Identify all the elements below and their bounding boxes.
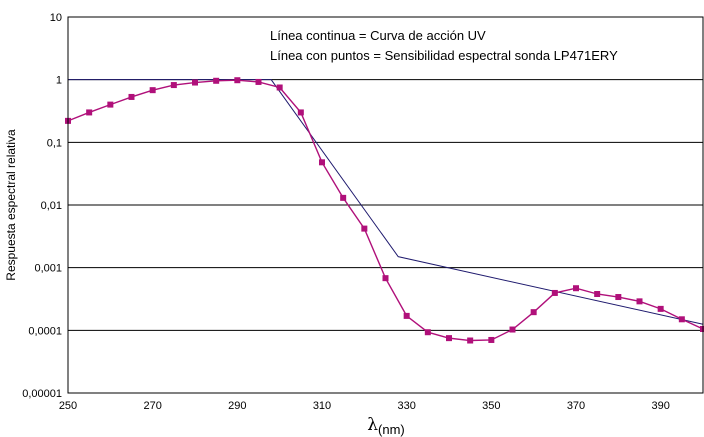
x-tick-label: 390 xyxy=(651,400,669,412)
x-tick-label: 270 xyxy=(143,400,161,412)
data-point xyxy=(107,101,114,108)
data-point xyxy=(149,87,156,94)
data-point xyxy=(446,335,452,342)
y-tick-label: 0,0001 xyxy=(28,325,62,337)
x-tick-label: 250 xyxy=(59,400,77,412)
data-point xyxy=(192,79,198,86)
x-tick-label: 290 xyxy=(228,400,246,412)
y-axis-label: Respuesta espectral relativa xyxy=(4,129,18,281)
x-tick-labels: 250 270 290 310 330 350 370 390 xyxy=(59,400,670,412)
data-point xyxy=(509,326,516,333)
y-tick-labels: 10 1 0,1 0,01 0,001 0,0001 0,00001 xyxy=(22,12,62,400)
x-axis-label-symbol: λ xyxy=(367,415,378,435)
y-tick-label: 10 xyxy=(50,12,62,24)
data-point xyxy=(424,329,431,336)
y-tick-label: 0,00001 xyxy=(22,388,62,400)
series-uv-action-curve xyxy=(68,79,704,325)
y-tick-label: 1 xyxy=(56,75,62,87)
x-tick-label: 370 xyxy=(567,400,585,412)
data-point xyxy=(213,77,220,84)
y-tick-label: 0,001 xyxy=(34,263,62,275)
data-point xyxy=(594,291,601,298)
annotation-probe-sensitivity: Línea con puntos = Sensibilidad espectra… xyxy=(270,48,618,63)
data-point xyxy=(403,312,410,319)
data-point xyxy=(340,194,347,201)
series-layer xyxy=(65,77,704,344)
data-point xyxy=(573,285,579,292)
data-point xyxy=(615,294,622,301)
data-point xyxy=(86,109,93,116)
x-axis-label-unit: (nm) xyxy=(378,422,405,437)
data-point xyxy=(551,289,558,296)
data-point xyxy=(255,78,262,85)
data-point xyxy=(128,93,135,100)
data-point xyxy=(297,109,304,116)
y-tick-label: 0,01 xyxy=(41,200,62,212)
plot-border xyxy=(67,16,704,394)
data-point xyxy=(636,298,643,305)
x-tick-label: 330 xyxy=(397,400,415,412)
data-point xyxy=(234,77,241,84)
x-tick-label: 350 xyxy=(482,400,500,412)
data-point xyxy=(678,316,685,323)
data-point xyxy=(657,305,664,312)
data-point xyxy=(488,336,495,343)
data-point xyxy=(319,159,325,166)
data-point xyxy=(382,275,389,282)
x-axis-label: λ(nm) xyxy=(367,415,405,437)
annotation-uv-action-curve: Línea continua = Curva de acción UV xyxy=(270,28,486,43)
data-point xyxy=(530,309,537,316)
data-point xyxy=(700,326,704,333)
series-probe-sensitivity xyxy=(65,77,704,344)
data-point xyxy=(170,82,177,89)
y-tick-label: 0,1 xyxy=(47,137,62,149)
series-line xyxy=(68,79,704,325)
x-tick-label: 310 xyxy=(313,400,331,412)
data-point xyxy=(361,225,368,232)
data-point xyxy=(276,84,283,91)
series-line xyxy=(67,79,704,342)
data-point xyxy=(467,337,474,344)
horizontal-gridlines xyxy=(68,79,703,331)
